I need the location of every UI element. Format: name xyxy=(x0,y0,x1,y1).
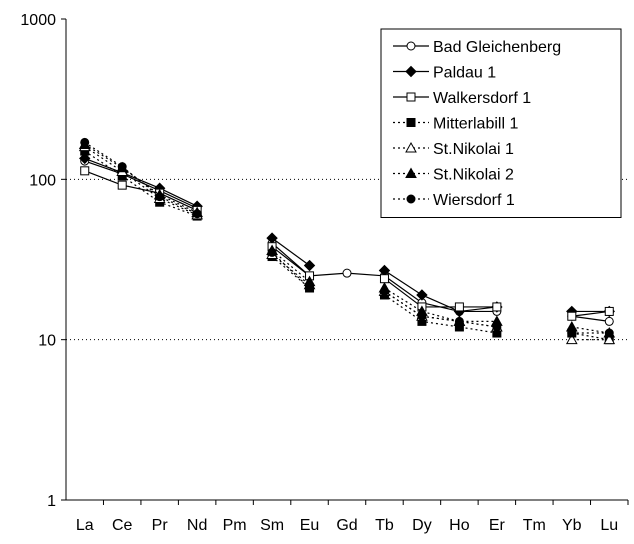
legend-marker xyxy=(406,41,416,51)
x-tick-label: La xyxy=(76,517,94,534)
series-line xyxy=(571,310,610,317)
x-tick-label: Pm xyxy=(223,517,247,534)
data-point xyxy=(604,306,614,316)
legend: Bad Gleichenberg Paldau 1 Walkersdorf 1 Mit… xyxy=(380,28,622,218)
series-line xyxy=(84,143,198,214)
y-tick-label: 10 xyxy=(38,333,56,350)
legend-entry: St.Nikolai 2 xyxy=(393,167,514,184)
legend-label: Paldau 1 xyxy=(433,65,496,82)
data-point xyxy=(604,316,614,326)
x-tick-label: Nd xyxy=(187,517,207,534)
data-point xyxy=(492,302,502,312)
y-tick-label: 100 xyxy=(29,172,56,189)
data-point xyxy=(303,259,316,272)
series-line xyxy=(571,326,610,334)
legend-marker xyxy=(405,141,417,153)
legend-label: St.Nikolai 2 xyxy=(433,167,514,184)
data-point xyxy=(454,302,464,312)
data-point xyxy=(417,311,427,321)
series-line xyxy=(84,170,198,211)
series-line xyxy=(384,294,497,334)
legend-entry: St.Nikolai 1 xyxy=(393,141,514,158)
data-point xyxy=(379,286,389,296)
x-tick-label: Lu xyxy=(600,517,618,534)
legend-entry: Bad Gleichenberg xyxy=(393,39,561,56)
legend-marker xyxy=(406,92,416,102)
legend-label: Bad Gleichenberg xyxy=(433,39,561,56)
series-line xyxy=(271,251,310,289)
data-point xyxy=(117,180,127,190)
axes-layer: 1 10 100 1000 La Ce Pr Nd Pm Sm Eu Gd Tb Dy Ho Er Tm Yb Lu xyxy=(20,12,629,534)
series-line xyxy=(271,246,310,277)
series-line xyxy=(84,157,198,207)
series-line xyxy=(271,253,310,286)
series-line xyxy=(384,270,497,313)
x-tick-label: Dy xyxy=(412,517,432,534)
y-tick-label: 1 xyxy=(47,493,56,510)
data-point xyxy=(454,316,464,326)
legend-entry: Wiersdorf 1 xyxy=(393,192,515,209)
x-tick-label: Pr xyxy=(152,517,169,534)
data-point xyxy=(567,328,577,338)
legend-label: St.Nikolai 1 xyxy=(433,141,514,158)
data-point xyxy=(603,333,616,345)
data-point xyxy=(192,209,202,219)
data-point xyxy=(342,268,352,278)
series-line xyxy=(271,250,310,283)
series-layer xyxy=(78,137,616,345)
series-line xyxy=(384,290,497,328)
series-line xyxy=(271,237,310,267)
data-point xyxy=(305,283,315,293)
legend-marker xyxy=(406,118,416,127)
x-tick-label: Ce xyxy=(112,517,133,534)
data-point xyxy=(492,322,502,332)
legend-entry: Paldau 1 xyxy=(393,65,496,82)
legend-marker xyxy=(406,194,416,204)
series-wiersdorf-1 xyxy=(80,137,614,338)
series-line xyxy=(271,256,310,289)
y-tick-label: 1000 xyxy=(20,12,56,29)
data-point xyxy=(117,162,127,172)
series-line xyxy=(84,146,198,216)
x-tick-label: Sm xyxy=(260,517,284,534)
x-tick-label: Er xyxy=(489,517,506,534)
legend-marker xyxy=(405,167,417,178)
data-point xyxy=(565,333,578,345)
legend-box xyxy=(380,28,622,218)
data-point xyxy=(567,311,577,321)
series-line xyxy=(84,150,198,217)
data-point xyxy=(80,166,90,176)
x-tick-label: Tm xyxy=(523,517,546,534)
data-point xyxy=(267,247,277,257)
legend-entry: Mitterlabill 1 xyxy=(393,116,518,133)
data-point xyxy=(379,274,389,284)
data-point xyxy=(79,152,91,165)
x-tick-label: Gd xyxy=(336,517,357,534)
x-tick-label: Eu xyxy=(300,517,320,534)
legend-label: Walkersdorf 1 xyxy=(433,90,531,107)
series-line xyxy=(384,278,497,308)
series-line xyxy=(384,287,497,322)
series-line xyxy=(84,160,198,209)
series-line xyxy=(571,315,610,322)
legend-entry: Walkersdorf 1 xyxy=(393,90,531,107)
legend-marker xyxy=(405,65,417,78)
data-point xyxy=(80,137,90,147)
x-tick-label: Ho xyxy=(449,517,470,534)
x-tick-label: Yb xyxy=(562,517,582,534)
data-point xyxy=(416,289,428,301)
data-point xyxy=(155,192,165,202)
x-tick-label: Tb xyxy=(375,517,394,534)
data-point xyxy=(604,328,614,338)
legend-label: Mitterlabill 1 xyxy=(433,116,518,133)
series-line xyxy=(571,332,610,341)
legend-label: Wiersdorf 1 xyxy=(433,192,515,209)
